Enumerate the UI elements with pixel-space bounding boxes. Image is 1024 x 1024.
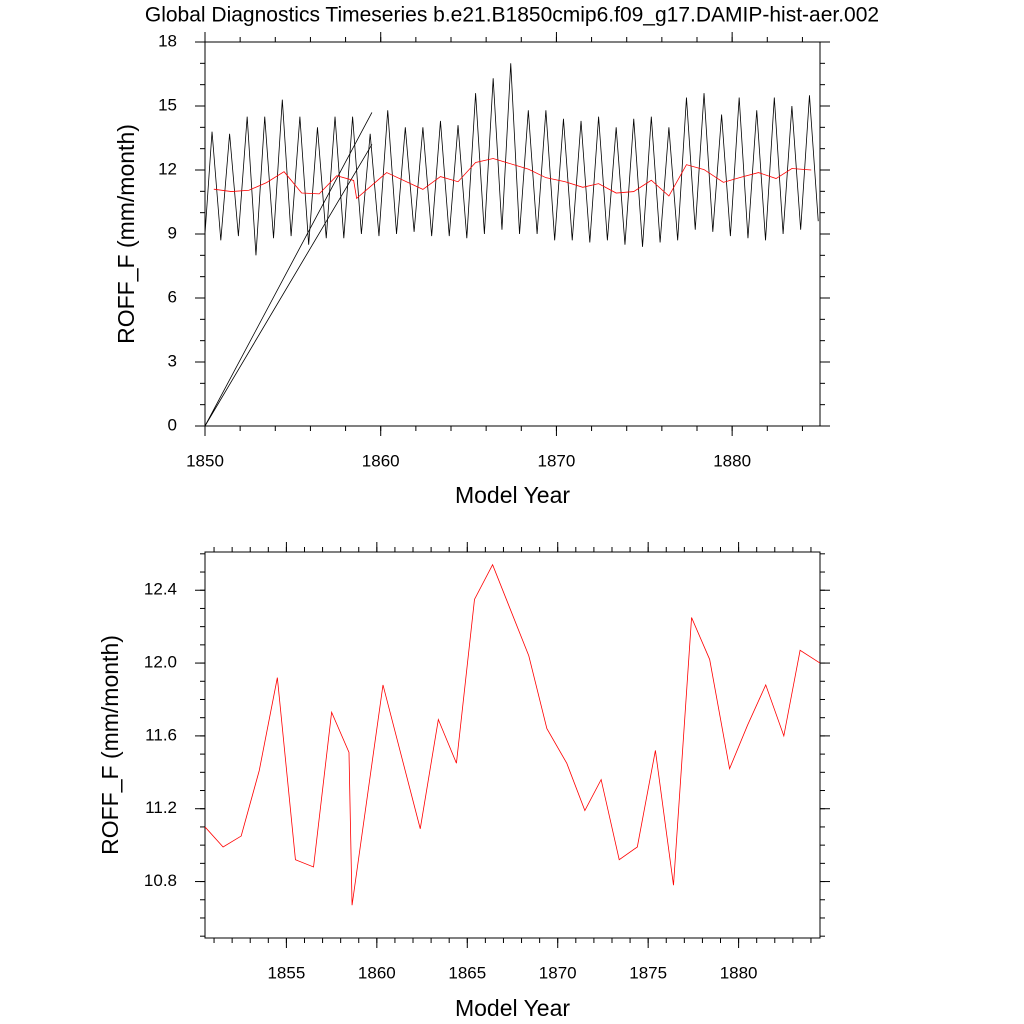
y-tick-label: 12.0 [144, 653, 177, 672]
data-line [204, 563, 821, 906]
data-line [213, 158, 812, 200]
y-tick-label: 6 [168, 287, 177, 306]
y-tick-label: 18 [158, 31, 177, 50]
panel: 1850 1860 1870 1880 0 3 6 9 12 15 18 Model Year ROFF… [113, 31, 830, 508]
x-axis-label: Model Year [455, 482, 570, 508]
data-line [204, 112, 373, 427]
x-tick-label: 1860 [362, 451, 400, 470]
y-tick-label: 10.8 [144, 871, 177, 890]
x-tick-label: 1875 [629, 963, 667, 982]
y-tick-label: 9 [168, 223, 177, 242]
panel: 1855 1860 1865 1870 1875 1880 10.8 11.2 11.6 12.0… [97, 542, 830, 1021]
x-tick-label: 1870 [539, 963, 577, 982]
x-tick-label: 1865 [448, 963, 486, 982]
x-tick-label: 1880 [713, 451, 751, 470]
data-line [204, 63, 819, 256]
y-tick-label: 12.4 [144, 580, 177, 599]
page-title: Global Diagnostics Timeseries b.e21.B185… [145, 4, 879, 27]
y-axis-label: ROFF_F (mm/month) [113, 124, 139, 344]
x-axis-label: Model Year [455, 995, 570, 1021]
y-tick-label: 0 [168, 415, 177, 434]
y-tick-label: 15 [158, 95, 177, 114]
y-tick-label: 11.2 [145, 798, 177, 817]
x-tick-label: 1855 [267, 963, 305, 982]
y-tick-label: 3 [168, 351, 177, 370]
y-tick-label: 12 [158, 159, 177, 178]
x-tick-label: 1860 [358, 963, 396, 982]
y-axis-label: ROFF_F (mm/month) [97, 635, 123, 855]
plot-frame [204, 551, 821, 939]
x-tick-label: 1850 [186, 451, 224, 470]
x-tick-label: 1870 [538, 451, 576, 470]
y-tick-label: 11.6 [145, 725, 177, 744]
x-tick-label: 1880 [720, 963, 758, 982]
